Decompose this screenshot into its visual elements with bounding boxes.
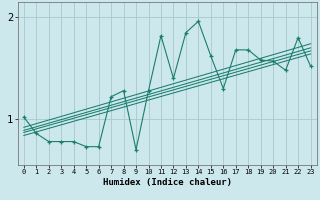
X-axis label: Humidex (Indice chaleur): Humidex (Indice chaleur) (103, 178, 232, 187)
